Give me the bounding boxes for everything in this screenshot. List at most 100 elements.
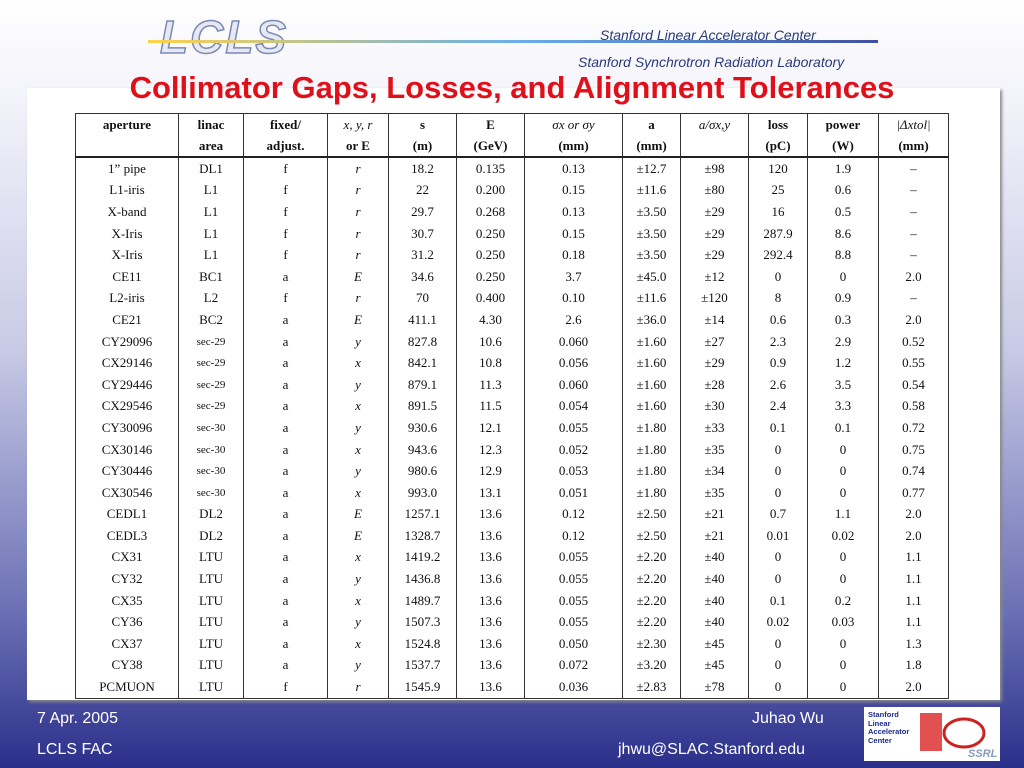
table-row: X-Iris L1 f r 31.2 0.250 0.18 ±3.50 ±29 292.4 8.8– [75,244,949,266]
table-cell: 0.400 [456,287,525,310]
table-cell: 8 [748,287,808,310]
table-cell: ±40 [680,568,749,590]
table-cell: 0.055 [524,546,623,569]
table-cell: LTU [178,654,244,677]
table-cell: CE21 [75,309,179,331]
table-cell: 1” pipe [75,157,179,180]
header-row: area adjust. or E (m) (GeV) (mm) (mm) (pC) (W) (m… [75,135,949,158]
column-header: σx or σy [524,113,623,135]
table-cell: 0 [807,568,879,590]
table-cell: 120 [748,157,808,180]
table-cell: f [243,157,328,180]
table-cell: 34.6 [388,265,457,288]
table-cell: 943.6 [388,438,457,461]
table-cell: ±35 [680,438,749,461]
table-cell: ±3.50 [622,244,681,266]
table-cell: 0.52 [878,330,949,353]
table-cell: ±120 [680,287,749,310]
table-cell: sec-30 [178,417,244,439]
table-cell: ±12 [680,265,749,288]
table-cell: r [327,676,389,699]
column-header: fixed/ [243,113,328,135]
table-cell: 0.54 [878,373,949,396]
column-unit: (W) [807,135,879,158]
table-cell: 0.036 [524,676,623,699]
table-cell: 1507.3 [388,611,457,634]
table-cell: CY30446 [75,460,179,482]
table-cell: – [878,287,949,310]
table-cell: 0.15 [524,179,623,202]
table-row: 1” pipe DL1 f r 18.2 0.135 0.13 ±12.7 ±98 120 1.9– [75,157,949,180]
table-cell: 13.6 [456,525,525,547]
table-cell: CX29546 [75,395,179,418]
table-row: CEDL3 DL2 a E 1328.7 13.6 0.12 ±2.50 ±21 0.01 0.02… [75,525,949,547]
column-unit [680,135,749,158]
table-cell: 891.5 [388,395,457,418]
table-cell: 1.1 [878,546,949,569]
table-cell: x [327,589,389,612]
table-cell: 1.2 [807,352,879,374]
table-cell: CX30146 [75,438,179,461]
table-cell: 1.1 [878,589,949,612]
table-cell: ±78 [680,676,749,699]
table-cell: 12.9 [456,460,525,482]
table-cell: 980.6 [388,460,457,482]
table-cell: 0.072 [524,654,623,677]
table-cell: x [327,633,389,655]
table-cell: 2.0 [878,525,949,547]
table-cell: 0.250 [456,265,525,288]
table-cell: ±34 [680,460,749,482]
table-cell: ±1.80 [622,481,681,504]
table-cell: f [243,287,328,310]
table-cell: y [327,654,389,677]
table-cell: 0.13 [524,201,623,223]
table-cell: a [243,611,328,634]
table-cell: CX31 [75,546,179,569]
table-cell: CX37 [75,633,179,655]
table-cell: 0 [807,438,879,461]
table-cell: 0.77 [878,481,949,504]
table-cell: a [243,460,328,482]
slide-title: Collimator Gaps, Losses, and Alignment T… [129,70,895,105]
table-cell: ±2.20 [622,611,681,634]
table-cell: L1-iris [75,179,179,202]
table-cell: 0.6 [748,309,808,331]
table-cell: ±1.60 [622,373,681,396]
table-cell: CX35 [75,589,179,612]
table-cell: 0.200 [456,179,525,202]
table-cell: ±30 [680,395,749,418]
table-cell: 2.4 [748,395,808,418]
table-cell: X-Iris [75,244,179,266]
table-cell: ±35 [680,481,749,504]
table-cell: 2.0 [878,265,949,288]
table-cell: 1.1 [878,568,949,590]
table-cell: L1 [178,244,244,266]
logo-line: Accelerator [868,727,910,736]
table-cell: r [327,201,389,223]
table-cell: ±2.20 [622,568,681,590]
table-cell: 30.7 [388,222,457,245]
org-name: Stanford Linear Accelerator Center [600,27,816,43]
table-cell: CY30096 [75,417,179,439]
table-cell: 1257.1 [388,503,457,526]
table-cell: CY29096 [75,330,179,353]
table-cell: 1545.9 [388,676,457,699]
table-cell: ±29 [680,222,749,245]
column-unit: or E [327,135,389,158]
table-row: CX30546 sec-30 a x 993.0 13.1 0.051 ±1.80 ±35 0 0 0… [75,481,949,504]
table-row: PCMUON LTU f r 1545.9 13.6 0.036 ±2.83 ±78 0 0 2.0 [75,676,949,699]
table-cell: 0.75 [878,438,949,461]
table-cell: y [327,417,389,439]
table-cell: r [327,222,389,245]
column-header: s [388,113,457,135]
table-cell: sec-29 [178,352,244,374]
table-cell: a [243,373,328,396]
table-cell: 0.060 [524,373,623,396]
table-cell: LTU [178,568,244,590]
table-cell: PCMUON [75,676,179,699]
table-cell: 2.6 [748,373,808,396]
table-cell: x [327,352,389,374]
table-cell: 13.6 [456,503,525,526]
logo-line: Linear [868,718,891,728]
